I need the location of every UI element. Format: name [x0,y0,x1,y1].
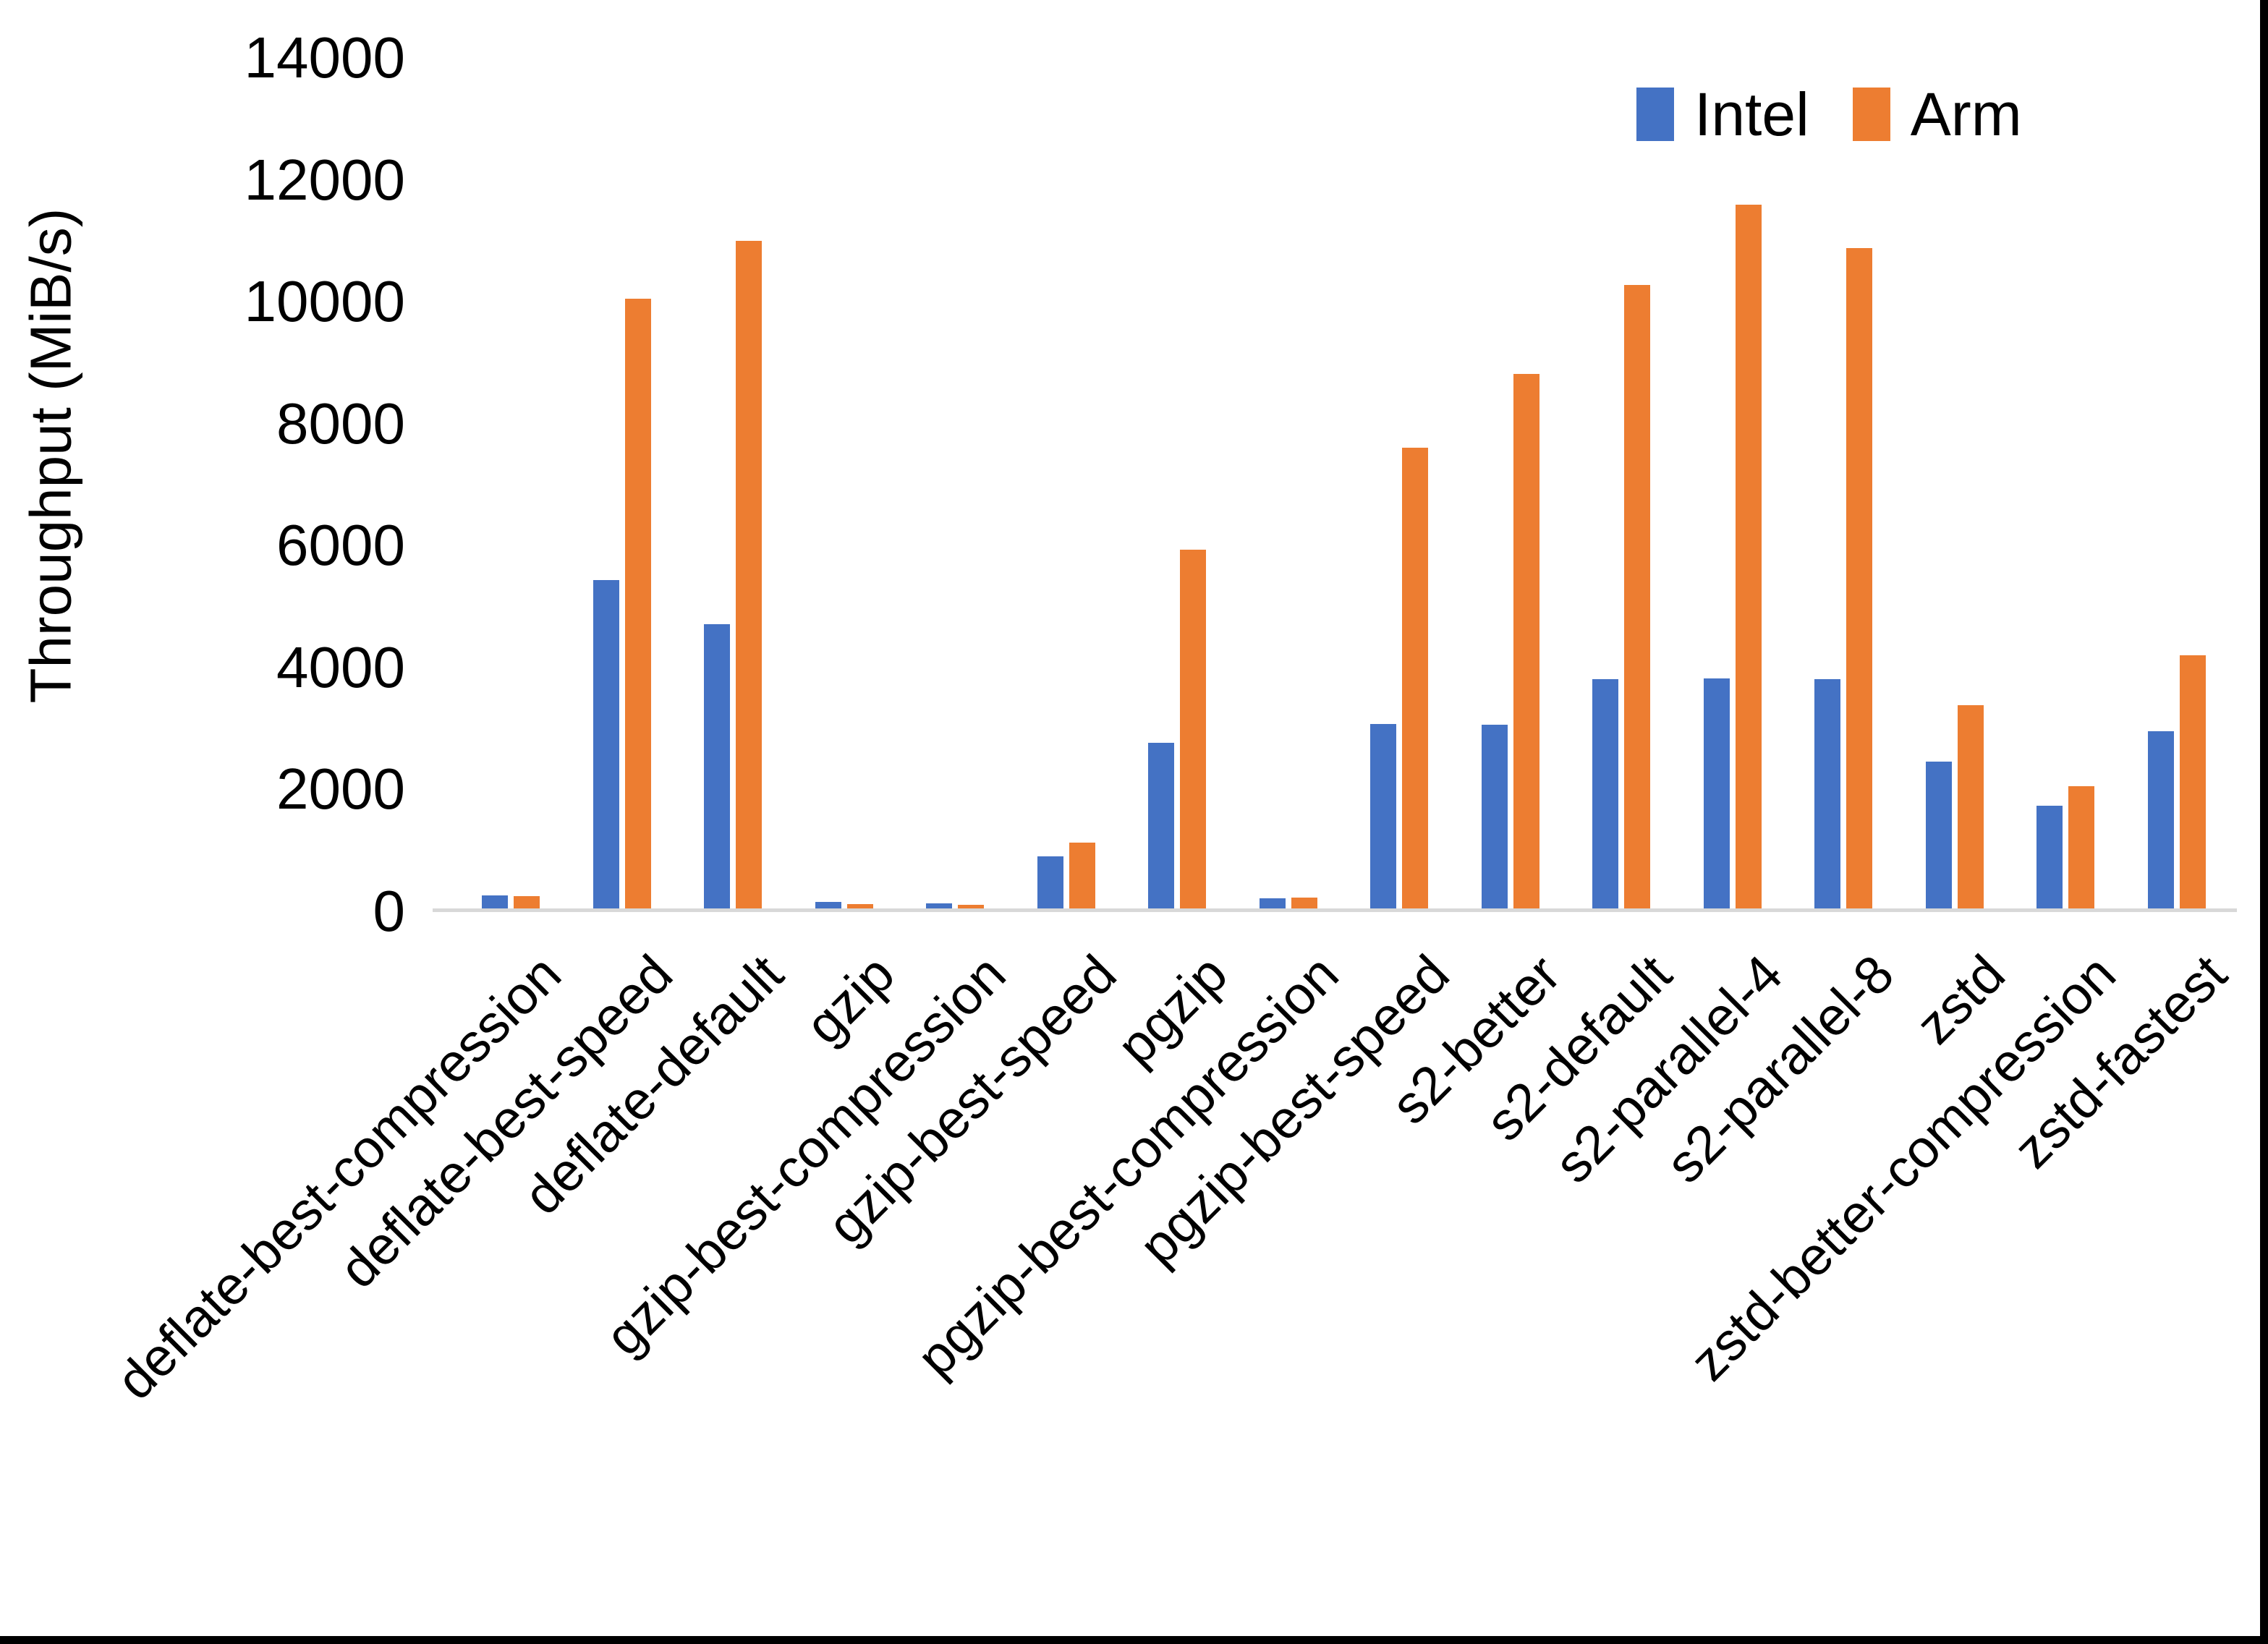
bar-intel-deflate-default [704,624,730,911]
bar-intel-pgzip-best-compression [1259,898,1286,911]
bar-arm-deflate-best-compression [514,896,540,911]
bar-intel-zstd [1925,762,1952,911]
y-tick-label-0: 0 [373,879,406,943]
bar-intel-gzip-best-speed [1037,856,1063,911]
bar-arm-gzip-best-speed [1069,843,1095,911]
bar-intel-deflate-best-compression [482,895,508,911]
bar-intel-gzip-best-compression [926,903,952,911]
bar-intel-zstd-fastest [2147,731,2174,911]
bar-arm-gzip [846,904,873,911]
bar-intel-pgzip-best-speed [1370,724,1396,911]
legend-swatch-arm [1852,88,1890,141]
legend: Intel Arm [1636,84,2022,145]
legend-item-intel: Intel [1636,84,1809,145]
bar-arm-zstd-fastest [2179,655,2206,911]
bar-arm-zstd [1957,705,1984,911]
legend-label-intel: Intel [1694,80,1809,148]
y-axis-title: Throughput (MiB/s) [18,208,82,704]
bar-arm-pgzip-best-compression [1291,898,1317,911]
frame-right-border [2260,0,2268,1644]
y-axis-title-wrap: Throughput (MiB/s) [0,94,109,817]
bar-arm-pgzip-best-speed [1402,448,1428,911]
bar-arm-zstd-better-compression [2068,786,2094,911]
bar-arm-s2-parallel-8 [1846,248,1872,911]
bar-arm-deflate-default [736,241,762,911]
bar-intel-deflate-best-speed [593,580,619,911]
y-tick-label-6000: 6000 [276,513,405,578]
frame-bottom-border [0,1636,2268,1644]
bar-arm-s2-better [1513,374,1539,911]
x-axis-line [433,908,2237,912]
y-tick-label-12000: 12000 [244,147,405,212]
bar-intel-s2-parallel-4 [1703,678,1730,911]
bar-arm-deflate-best-speed [624,299,651,911]
y-tick-label-4000: 4000 [276,634,405,699]
legend-label-arm: Arm [1910,80,2022,148]
bar-arm-pgzip [1180,550,1206,911]
y-tick-label-2000: 2000 [276,757,405,822]
legend-item-arm: Arm [1852,80,2022,148]
legend-swatch-intel [1636,88,1674,141]
bar-intel-s2-default [1592,679,1618,911]
bar-arm-s2-parallel-4 [1735,205,1762,911]
bar-intel-pgzip [1148,743,1174,911]
bar-intel-s2-better [1481,725,1508,911]
bar-arm-s2-default [1624,285,1650,911]
bar-intel-zstd-better-compression [2036,806,2063,911]
y-tick-label-10000: 10000 [244,269,405,334]
y-tick-label-14000: 14000 [244,25,405,90]
bar-intel-s2-parallel-8 [1814,679,1840,911]
bar-arm-gzip-best-compression [958,905,984,911]
y-tick-label-8000: 8000 [276,391,405,456]
x-label-deflate-best-compression: deflate-best-compression [104,943,573,1411]
